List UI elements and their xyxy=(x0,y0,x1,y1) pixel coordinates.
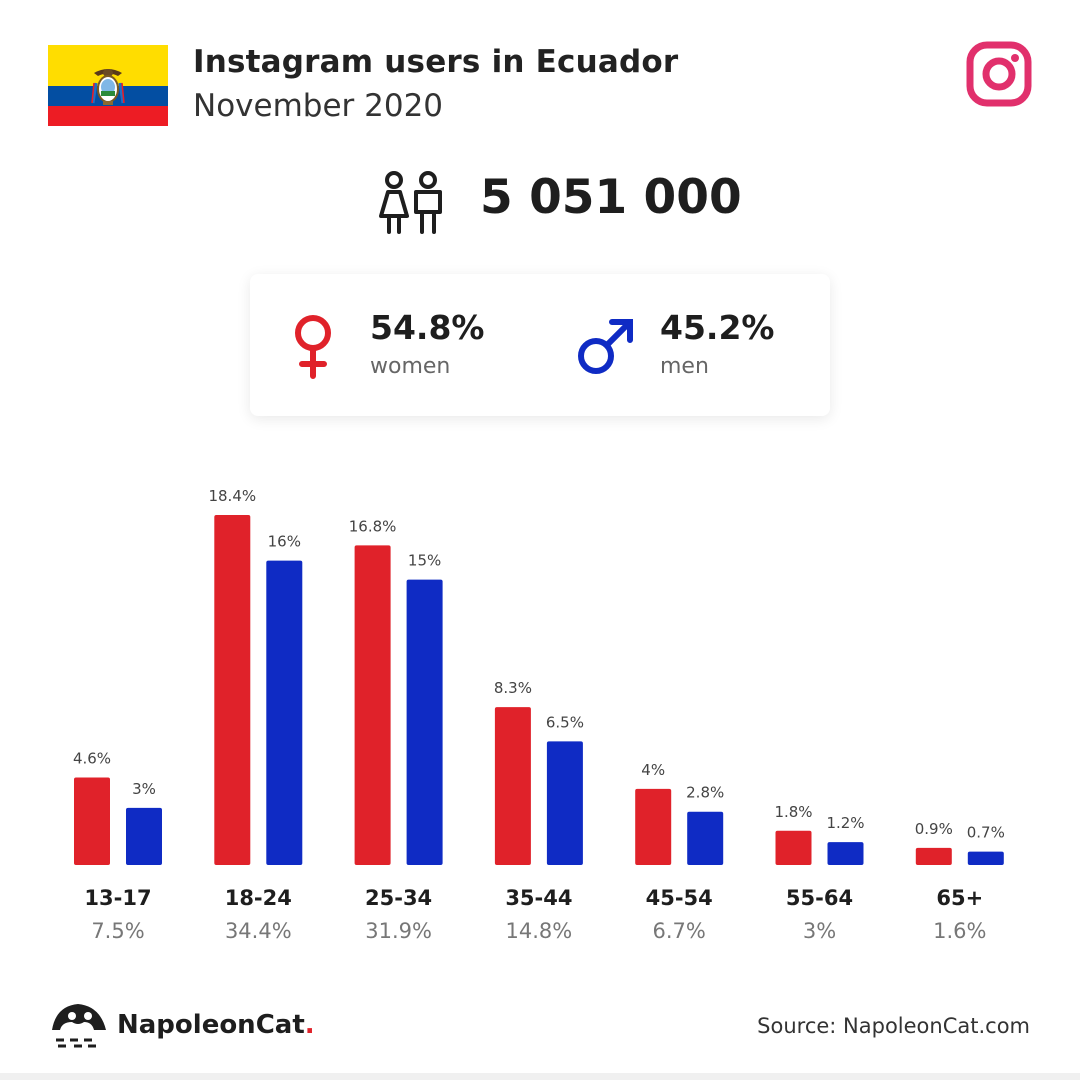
men-value-label-35-44: 6.5% xyxy=(546,713,584,731)
brand-dot: . xyxy=(304,1010,315,1040)
men-bar-18-24 xyxy=(266,560,303,865)
women-value-label-13-17: 4.6% xyxy=(73,750,111,768)
age-group-label-55-64: 55-64 xyxy=(786,886,853,910)
coat-of-arms-icon xyxy=(91,69,125,105)
brand-name: NapoleonCat xyxy=(117,1010,305,1040)
men-bar-25-34 xyxy=(406,579,443,865)
age-group-total-55-64: 3% xyxy=(803,919,836,943)
age-group-total-35-44: 14.8% xyxy=(506,919,573,943)
women-bar-13-17 xyxy=(74,777,110,865)
men-value-label-45-54: 2.8% xyxy=(686,784,724,802)
gender-split-card: 54.8% women 45.2% men xyxy=(250,274,830,416)
instagram-icon xyxy=(966,41,1032,107)
source-credit: Source: NapoleonCat.com xyxy=(757,1014,1030,1038)
age-group-total-18-24: 34.4% xyxy=(225,919,292,943)
age-group-total-13-17: 7.5% xyxy=(91,919,144,943)
age-group-label-65+: 65+ xyxy=(936,886,983,910)
women-value-label-25-34: 16.8% xyxy=(349,517,397,535)
men-bar-13-17 xyxy=(126,807,162,865)
age-group-label-18-24: 18-24 xyxy=(225,886,292,910)
women-value-label-65+: 0.9% xyxy=(915,820,953,838)
napoleoncat-logo-text: NapoleonCat. xyxy=(117,1010,315,1040)
age-group-label-45-54: 45-54 xyxy=(646,886,713,910)
age-group-total-45-54: 6.7% xyxy=(653,919,706,943)
male-icon xyxy=(576,316,636,376)
men-value-label-25-34: 15% xyxy=(408,552,441,570)
women-percentage: 54.8% xyxy=(370,308,485,347)
age-group-label-35-44: 35-44 xyxy=(505,886,572,910)
total-users-value: 5 051 000 xyxy=(480,170,742,225)
men-value-label-55-64: 1.2% xyxy=(826,814,864,832)
men-value-label-65+: 0.7% xyxy=(967,824,1005,842)
men-bar-35-44 xyxy=(546,741,583,865)
napoleoncat-logo-icon xyxy=(48,1000,108,1052)
people-icon xyxy=(376,170,444,236)
women-value-label-35-44: 8.3% xyxy=(494,679,532,697)
men-bar-45-54 xyxy=(687,811,724,865)
bottom-strip xyxy=(0,1073,1080,1080)
age-group-total-65+: 1.6% xyxy=(933,919,986,943)
men-bar-65+ xyxy=(967,851,1004,865)
age-group-label-25-34: 25-34 xyxy=(365,886,432,910)
women-bar-25-34 xyxy=(354,545,391,865)
women-bar-45-54 xyxy=(635,788,672,865)
ecuador-flag xyxy=(48,45,168,126)
women-bar-55-64 xyxy=(775,830,812,865)
women-bar-65+ xyxy=(915,847,952,865)
men-value-label-13-17: 3% xyxy=(132,780,156,798)
women-bar-35-44 xyxy=(494,707,531,865)
men-value-label-18-24: 16% xyxy=(268,533,301,551)
female-icon xyxy=(290,314,336,380)
women-value-label-55-64: 1.8% xyxy=(774,803,812,821)
women-value-label-18-24: 18.4% xyxy=(208,487,256,505)
women-bar-18-24 xyxy=(214,515,251,865)
men-bar-55-64 xyxy=(827,842,864,865)
age-gender-bar-chart: 4.6% 3% 13-17 7.5% 18.4% 16% 18-24 34.4% 16.8% 15… xyxy=(73,487,1005,943)
page-subtitle: November 2020 xyxy=(193,88,444,124)
age-group-total-25-34: 31.9% xyxy=(365,919,432,943)
men-label: men xyxy=(660,354,709,379)
age-group-label-13-17: 13-17 xyxy=(84,886,151,910)
women-label: women xyxy=(370,354,451,379)
page-title: Instagram users in Ecuador xyxy=(193,44,679,80)
men-percentage: 45.2% xyxy=(660,308,775,347)
women-value-label-45-54: 4% xyxy=(641,761,665,779)
